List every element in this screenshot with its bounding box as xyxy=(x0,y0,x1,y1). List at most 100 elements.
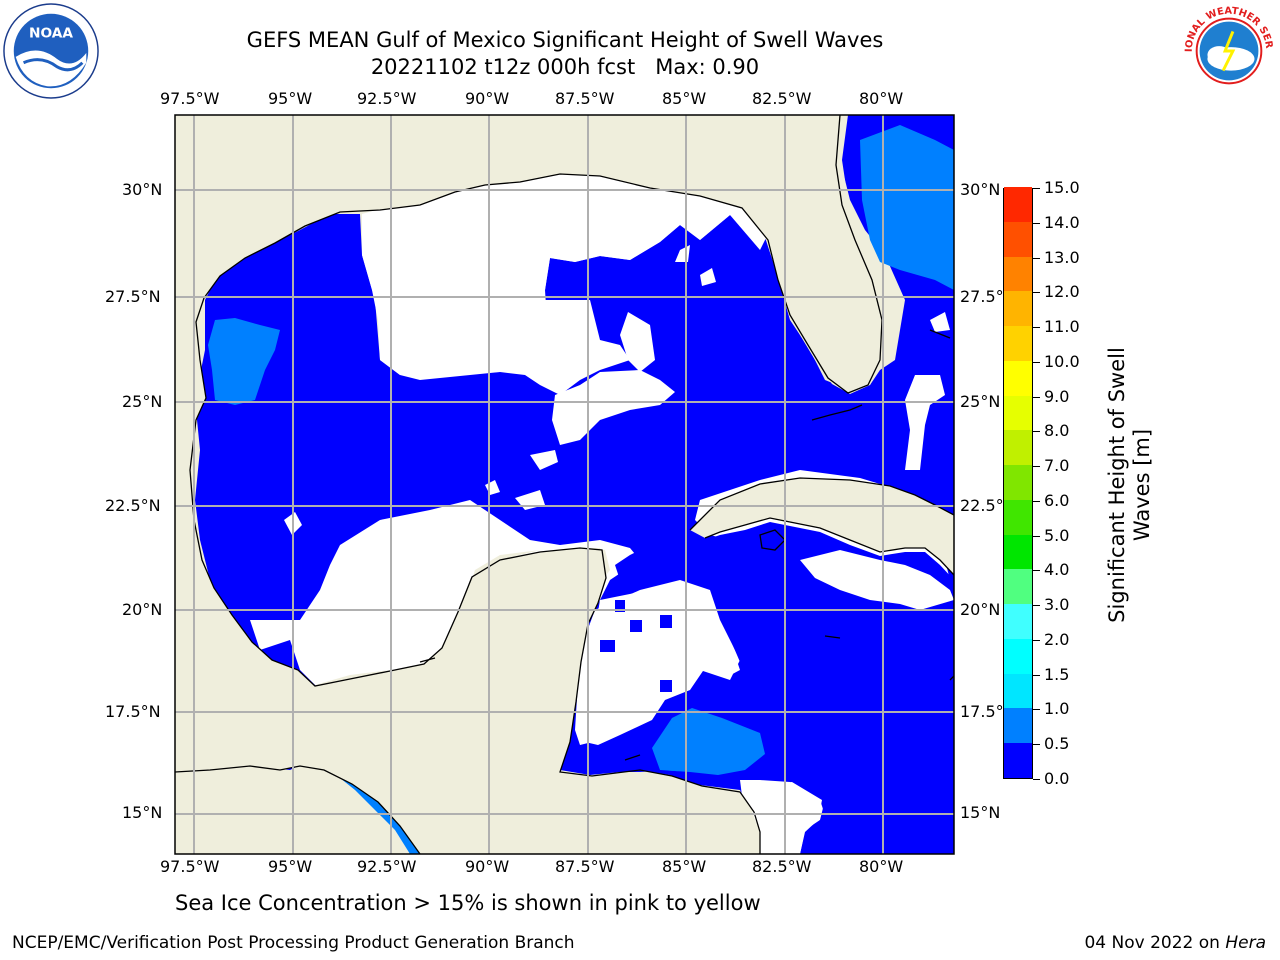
lon-label: 80°W xyxy=(859,857,904,876)
colorbar-tick-label: 12.0 xyxy=(1044,282,1080,302)
colorbar-segment xyxy=(1004,290,1032,327)
colorbar-tick-label: 8.0 xyxy=(1044,421,1070,441)
colorbar-segment xyxy=(1004,568,1032,605)
colorbar-title: Significant Height of Swell Waves [m] xyxy=(1105,347,1154,623)
colorbar-segment xyxy=(1004,534,1032,570)
chart-subtitle: 20221102 t12z 000h fcst Max: 0.90 xyxy=(370,55,760,79)
svg-text:NOAA: NOAA xyxy=(29,25,73,41)
colorbar-tick-mark xyxy=(1033,709,1040,711)
lon-label: 90°W xyxy=(465,857,510,876)
lat-label: 27.5°N xyxy=(960,287,1016,306)
florida-land xyxy=(700,115,884,394)
colorbar-segment xyxy=(1004,429,1032,466)
colorbar-tick-mark xyxy=(1033,292,1040,294)
colorbar-segment xyxy=(1004,464,1032,500)
colorbar-tick-mark xyxy=(1033,327,1040,329)
colorbar-tick-mark xyxy=(1033,779,1040,780)
colorbar-tick-label: 7.0 xyxy=(1044,456,1070,476)
lon-label: 92.5°W xyxy=(357,857,417,876)
map-frame xyxy=(174,114,955,855)
lat-label: 17.5°N xyxy=(105,702,161,721)
colorbar-tick-label: 3.0 xyxy=(1044,595,1070,615)
land-masses xyxy=(175,115,882,854)
lon-label: 87.5°W xyxy=(555,857,615,876)
lat-label: 25°N xyxy=(960,392,1001,411)
lon-label: 92.5°W xyxy=(357,89,417,108)
colorbar-tick-label: 13.0 xyxy=(1044,247,1080,267)
colorbar-segment xyxy=(1004,360,1032,396)
colorbar-tick-mark xyxy=(1033,744,1040,746)
colorbar-tick-label: 1.0 xyxy=(1044,699,1070,719)
colorbar-tick-mark xyxy=(1033,222,1040,224)
lon-label: 85°W xyxy=(662,857,707,876)
colorbar-segment xyxy=(1004,708,1032,744)
colorbar-tick-label: 5.0 xyxy=(1044,525,1070,545)
colorbar-tick-mark xyxy=(1033,639,1040,641)
lon-label: 97.5°W xyxy=(160,89,220,108)
colorbar-tick-mark xyxy=(1033,570,1040,572)
colorbar-segment xyxy=(1004,186,1032,222)
colorbar-tick-label: 0.0 xyxy=(1044,769,1070,788)
colorbar-tick-label: 15.0 xyxy=(1044,178,1080,197)
colorbar-tick-mark xyxy=(1033,361,1040,363)
colorbar-segment xyxy=(1004,638,1032,674)
colorbar-tick-label: 4.0 xyxy=(1044,560,1070,580)
colorbar-tick-label: 1.5 xyxy=(1044,664,1070,684)
colorbar-tick-label: 6.0 xyxy=(1044,490,1070,510)
colorbar-tick-label: 9.0 xyxy=(1044,386,1070,406)
host-name: Hera xyxy=(1225,933,1266,953)
lon-label: 95°W xyxy=(268,857,313,876)
lat-label: 25°N xyxy=(122,392,163,411)
lon-label: 82.5°W xyxy=(752,89,812,108)
colorbar-tick-mark xyxy=(1033,466,1040,468)
date-label: 04 Nov 2022 on xyxy=(1084,933,1226,953)
colorbar-tick-label: 14.0 xyxy=(1044,212,1080,232)
colorbar-tick-label: 10.0 xyxy=(1044,351,1080,371)
colorbar-tick-mark xyxy=(1033,674,1040,676)
colorbar-tick-mark xyxy=(1033,396,1040,398)
lat-label: 17.5°N xyxy=(960,702,1016,721)
colorbar-segment xyxy=(1004,221,1032,257)
colorbar-segment xyxy=(1004,603,1032,639)
colorbar-segment xyxy=(1004,395,1032,431)
colorbar-segment xyxy=(1004,742,1032,778)
noaa-logo-icon: NOAA xyxy=(3,3,99,99)
colorbar-segment xyxy=(1004,256,1032,292)
lat-label: 20°N xyxy=(122,600,163,619)
lat-label: 15°N xyxy=(960,803,1001,822)
colorbar-tick-label: 0.5 xyxy=(1044,734,1070,754)
lon-label: 90°W xyxy=(465,89,510,108)
colorbar-tick-mark xyxy=(1033,431,1040,433)
lon-label: 97.5°W xyxy=(160,857,220,876)
ocean-mid-caribbean xyxy=(652,708,765,775)
colorbar-segment xyxy=(1004,325,1032,361)
colorbar xyxy=(1003,186,1033,779)
date-text: 04 Nov 2022 on Hera xyxy=(1084,933,1266,953)
lat-label: 20°N xyxy=(960,600,1001,619)
colorbar-tick-label: 11.0 xyxy=(1044,317,1080,337)
lat-label: 22.5°N xyxy=(960,496,1016,515)
colorbar-tick-mark xyxy=(1033,257,1040,259)
colorbar-tick-mark xyxy=(1033,605,1040,607)
lat-label: 27.5°N xyxy=(105,287,161,306)
lat-label: 30°N xyxy=(960,180,1001,199)
colorbar-tick-mark xyxy=(1033,500,1040,502)
credit-text: NCEP/EMC/Verification Post Processing Pr… xyxy=(12,933,575,953)
lat-label: 30°N xyxy=(122,180,163,199)
colorbar-segment xyxy=(1004,673,1032,709)
colorbar-segment xyxy=(1004,499,1032,535)
nws-logo-icon: NATIONAL WEATHER SERVICE xyxy=(1180,2,1277,99)
lon-label: 80°W xyxy=(859,89,904,108)
lon-label: 82.5°W xyxy=(752,857,812,876)
colorbar-tick-label: 2.0 xyxy=(1044,629,1070,649)
no-data-caribbean xyxy=(585,550,954,854)
lon-label: 85°W xyxy=(662,89,707,108)
chart-title: GEFS MEAN Gulf of Mexico Significant Hei… xyxy=(246,28,884,52)
colorbar-tick-mark xyxy=(1033,188,1040,189)
lat-label: 15°N xyxy=(122,803,163,822)
colorbar-tick-mark xyxy=(1033,535,1040,537)
sea-ice-note: Sea Ice Concentration > 15% is shown in … xyxy=(175,891,761,915)
lon-label: 95°W xyxy=(268,89,313,108)
graticule xyxy=(175,115,954,854)
